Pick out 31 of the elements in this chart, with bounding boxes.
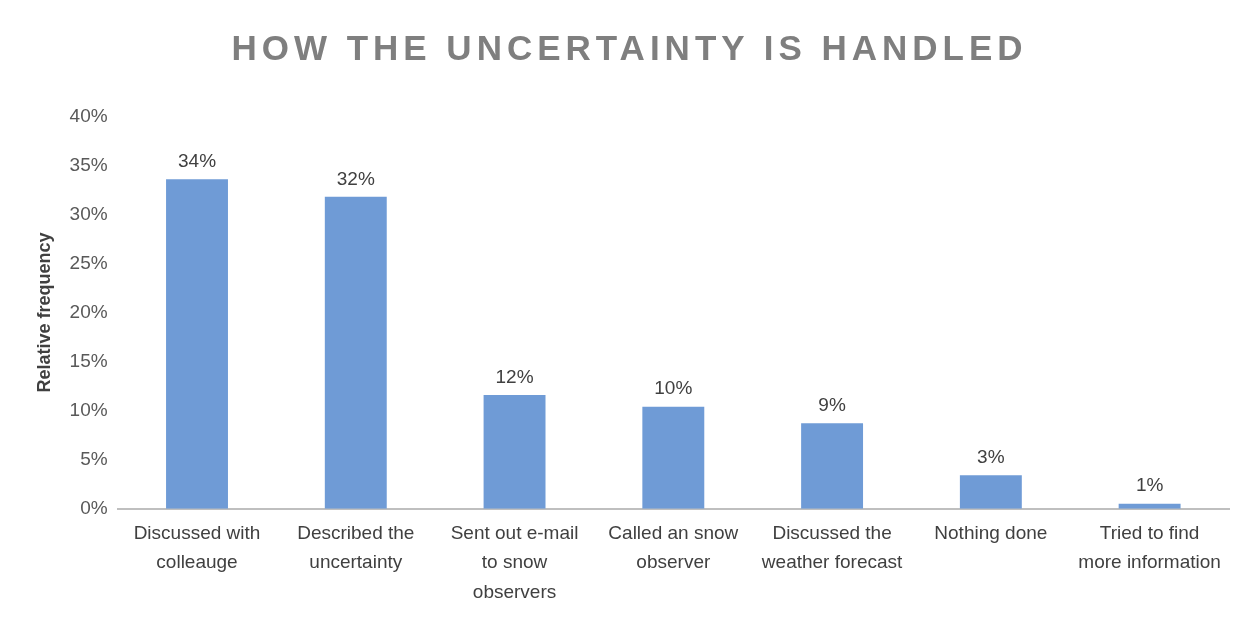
bar [959, 475, 1022, 509]
y-tick-label: 40% [69, 104, 108, 126]
x-tick-label: Tried to find more information [1078, 521, 1221, 573]
y-tick-label: 0% [80, 496, 108, 518]
y-tick-label: 5% [80, 447, 108, 469]
y-axis-title: Relative frequency [33, 232, 54, 393]
y-tick-label: 35% [69, 153, 108, 175]
y-tick-label: 30% [69, 202, 108, 224]
bar [483, 394, 546, 509]
x-tick-label: Discussed with colleauge [133, 521, 261, 573]
x-tick-label: Described the uncertainty [297, 521, 415, 573]
y-tick-label: 10% [69, 398, 108, 420]
y-tick-label: 25% [69, 251, 108, 273]
data-label: 32% [336, 167, 375, 189]
y-tick-label: 20% [69, 300, 108, 322]
data-label: 34% [178, 149, 217, 171]
data-label: 12% [495, 365, 534, 387]
data-label: 1% [1135, 474, 1164, 496]
data-label: 10% [654, 377, 693, 399]
y-tick-label: 15% [69, 349, 108, 371]
x-tick-label: Discussed the weather forecast [760, 521, 904, 573]
chart-title: HOW THE UNCERTAINTY IS HANDLED [230, 28, 1029, 68]
bar [642, 406, 705, 509]
data-label: 9% [818, 394, 846, 416]
bar [324, 196, 387, 509]
data-label: 3% [977, 446, 1005, 468]
x-tick-label: Sent out e-mail to snow observers [450, 521, 579, 602]
bar [801, 423, 864, 509]
x-tick-label: Called an snow observer [608, 521, 739, 573]
x-tick-label: Nothing done [934, 521, 1048, 543]
bar [166, 179, 228, 509]
